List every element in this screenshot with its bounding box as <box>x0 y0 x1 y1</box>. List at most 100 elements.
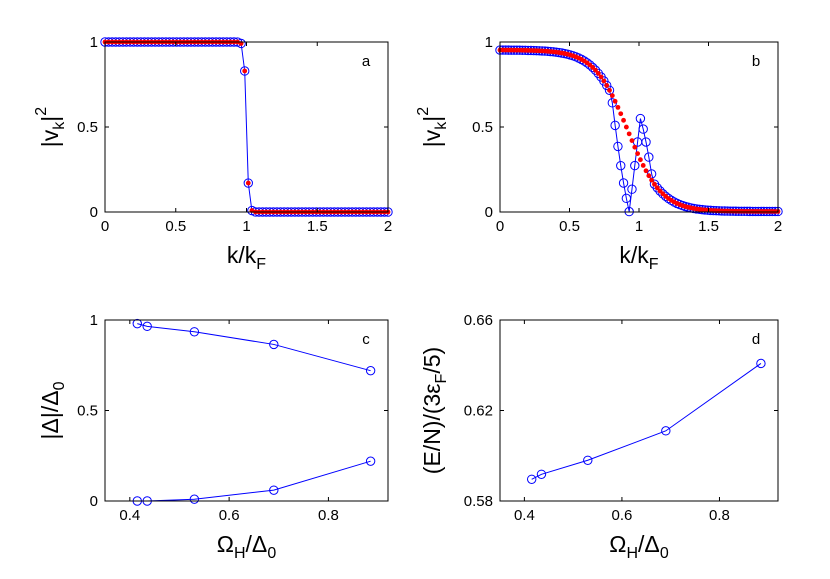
data-point <box>245 180 251 186</box>
data-point <box>601 78 607 84</box>
y-axis-label: |vk|2 <box>415 107 450 147</box>
data-point <box>365 365 376 376</box>
data-point <box>621 117 626 123</box>
data-point <box>640 163 646 168</box>
y-axis-label: (E/N)/(3εF/5) <box>419 347 450 474</box>
panel-a: 0 0.5 1 1.5 2 0 0.5 1 a k/kF |vk|2 <box>33 34 393 273</box>
data-point <box>644 152 654 162</box>
x-tick-label: 1 <box>635 218 643 235</box>
series-open-circles <box>100 37 393 217</box>
data-point <box>626 131 632 137</box>
y-tick-label: 1 <box>90 34 98 51</box>
data-point <box>189 327 200 337</box>
data-point <box>615 104 621 110</box>
data-point <box>590 65 601 75</box>
x-tick-label: 0 <box>496 218 504 235</box>
x-axis-label: k/kF <box>227 242 266 273</box>
data-point <box>652 181 657 187</box>
data-point <box>142 321 152 332</box>
y-tick-label: 0.5 <box>77 403 98 420</box>
x-axis-label: ΩH/Δ0 <box>217 531 277 562</box>
data-point <box>240 66 250 76</box>
data-point <box>616 160 626 171</box>
x-tick-label: 2 <box>384 218 392 235</box>
x-tick-label: 1.5 <box>307 218 328 235</box>
data-point <box>243 178 253 188</box>
y-tick-label: 1 <box>485 34 493 51</box>
x-tick-label: 0.4 <box>514 507 535 524</box>
x-tick-label: 1 <box>242 218 250 235</box>
data-point <box>365 456 376 466</box>
data-point <box>649 177 655 183</box>
panel-d: 0.4 0.6 0.8 0.58 0.62 0.66 d ΩH/Δ0 (E/N)/(3εF/5) <box>419 312 779 562</box>
data-point <box>654 185 660 191</box>
y-tick-label: 0.66 <box>464 312 493 329</box>
series-upper-branch <box>132 318 376 376</box>
x-tick-label: 0.8 <box>318 507 339 524</box>
x-tick-label: 0 <box>101 218 109 235</box>
panel-label: a <box>362 53 371 70</box>
series-energy <box>527 358 766 484</box>
y-axis-label: |vk|2 <box>33 107 68 147</box>
data-point <box>602 80 612 91</box>
x-tick-label: 0.5 <box>559 218 580 235</box>
data-point <box>269 485 279 495</box>
series-red-dots <box>497 47 781 214</box>
data-point <box>638 124 648 134</box>
y-tick-label: 0.62 <box>464 403 493 420</box>
y-tick-label: 0.5 <box>472 119 493 136</box>
data-point <box>655 186 665 196</box>
data-point <box>658 189 668 199</box>
data-point <box>627 184 637 194</box>
x-tick-label: 1.5 <box>698 218 719 235</box>
y-tick-label: 0 <box>90 493 98 510</box>
data-point <box>630 160 640 171</box>
data-point <box>661 426 671 436</box>
y-tick-label: 0 <box>485 204 493 221</box>
y-tick-label: 0 <box>90 204 98 221</box>
data-point <box>527 474 537 484</box>
data-point <box>593 67 598 73</box>
data-point <box>242 68 248 74</box>
x-axis-label: k/kF <box>619 242 658 273</box>
data-point <box>756 358 766 369</box>
data-point <box>604 83 610 88</box>
data-point <box>609 93 615 98</box>
data-point <box>598 74 604 80</box>
data-point <box>595 71 601 76</box>
data-point <box>638 157 643 163</box>
data-point <box>132 318 142 329</box>
data-point <box>618 178 629 188</box>
x-axis-label: ΩH/Δ0 <box>609 531 669 562</box>
data-point <box>643 168 649 174</box>
data-point <box>652 183 662 193</box>
data-point <box>613 141 623 152</box>
x-tick-label: 0.5 <box>165 218 186 235</box>
panel-label: b <box>752 53 760 70</box>
panel-label: c <box>362 331 370 348</box>
data-point <box>269 339 279 350</box>
data-point <box>641 137 651 147</box>
data-point <box>607 87 612 93</box>
x-tick-label: 0.8 <box>709 507 730 524</box>
panel-c: 0.4 0.6 0.8 0 0.5 1 c ΩH/Δ0 |Δ|/Δ0 <box>37 312 389 562</box>
data-point <box>635 151 640 157</box>
series-line <box>137 460 371 502</box>
data-point <box>604 85 615 95</box>
y-tick-label: 0.5 <box>77 119 98 136</box>
data-point <box>621 193 632 204</box>
data-point <box>618 111 624 117</box>
series-open-circles <box>495 45 783 217</box>
series-line <box>137 323 371 372</box>
panel-b: 0 0.5 1 1.5 2 0 0.5 1 b k/kF |vk|2 <box>415 34 783 273</box>
data-point <box>629 138 635 144</box>
data-point <box>587 62 598 73</box>
y-axis-label: |Δ|/Δ0 <box>37 381 68 439</box>
data-point <box>585 60 595 70</box>
y-tick-label: 0.58 <box>464 493 493 510</box>
data-point <box>623 124 629 130</box>
data-point <box>583 455 593 465</box>
axes-frame <box>104 319 389 502</box>
data-point <box>610 120 620 131</box>
